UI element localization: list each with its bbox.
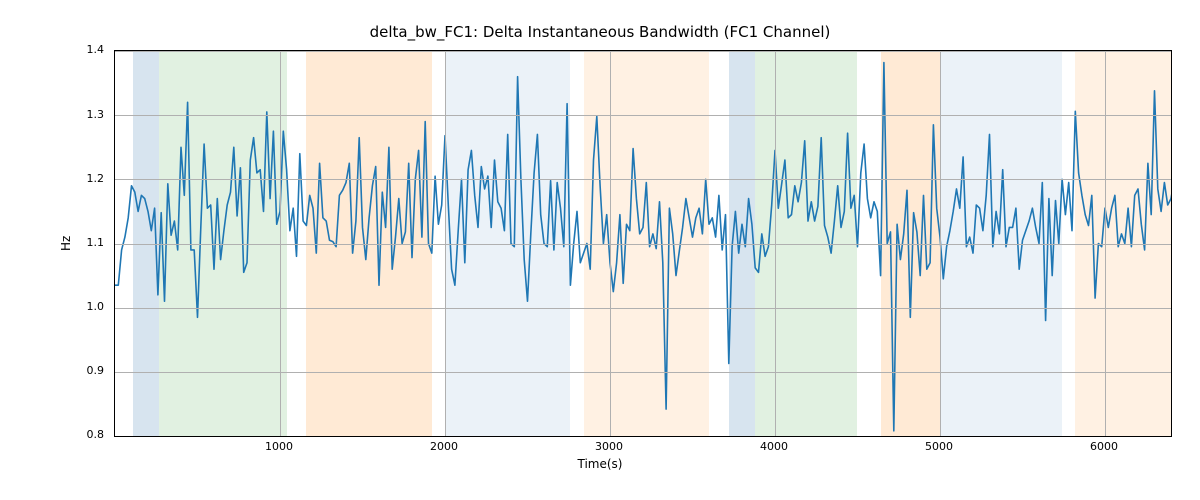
grid-line-h	[115, 51, 1171, 52]
x-tick-label: 4000	[760, 440, 788, 453]
chart-title: delta_bw_FC1: Delta Instantaneous Bandwi…	[0, 23, 1200, 41]
x-tick-label: 2000	[430, 440, 458, 453]
grid-line-h	[115, 115, 1171, 116]
x-tick-label: 6000	[1090, 440, 1118, 453]
x-tick-label: 5000	[925, 440, 953, 453]
grid-line-v	[610, 51, 611, 436]
grid-line-h	[115, 308, 1171, 309]
grid-line-h	[115, 244, 1171, 245]
series-line	[115, 63, 1172, 431]
plot-area	[114, 50, 1172, 437]
x-axis-label: Time(s)	[0, 457, 1200, 471]
grid-line-h	[115, 372, 1171, 373]
y-axis-label: Hz	[59, 235, 73, 250]
grid-line-v	[940, 51, 941, 436]
grid-line-h	[115, 179, 1171, 180]
grid-line-v	[445, 51, 446, 436]
x-tick-label: 1000	[265, 440, 293, 453]
grid-line-v	[1105, 51, 1106, 436]
figure: delta_bw_FC1: Delta Instantaneous Bandwi…	[0, 0, 1200, 500]
grid-line-v	[280, 51, 281, 436]
grid-line-v	[775, 51, 776, 436]
grid-line-h	[115, 436, 1171, 437]
x-tick-label: 3000	[595, 440, 623, 453]
